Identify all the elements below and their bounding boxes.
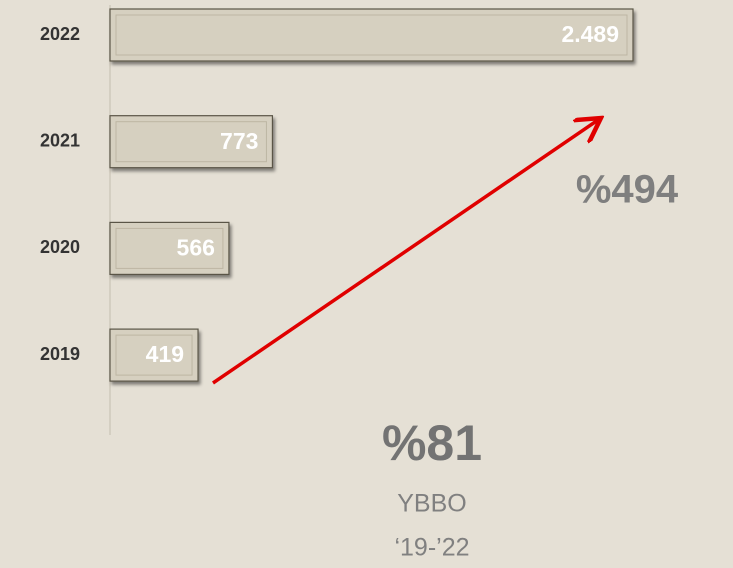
bar-inner-border <box>115 14 628 56</box>
bar <box>109 115 274 169</box>
trend-arrow <box>212 120 598 385</box>
growth-label: %494 <box>576 168 679 212</box>
bars <box>109 8 634 382</box>
bar-inner-border <box>115 334 193 376</box>
y-tick-label: 2022 <box>40 24 80 44</box>
value-label: 566 <box>177 234 215 260</box>
y-tick-label: 2019 <box>40 344 80 364</box>
period-caption: ‘19-’22 <box>394 534 469 562</box>
cagr-label: %81 <box>382 415 482 471</box>
y-tick-label: 2021 <box>40 130 80 150</box>
bar-inner-border <box>115 121 267 163</box>
bar <box>109 328 199 382</box>
value-label: 2.489 <box>561 21 619 47</box>
bar <box>109 8 634 62</box>
bar <box>109 221 230 275</box>
value-label: 419 <box>146 341 184 367</box>
cagr-caption: YBBO <box>397 490 466 518</box>
y-tick-label: 2020 <box>40 237 80 257</box>
value-label: 773 <box>220 128 258 154</box>
bar-inner-border <box>115 227 224 269</box>
